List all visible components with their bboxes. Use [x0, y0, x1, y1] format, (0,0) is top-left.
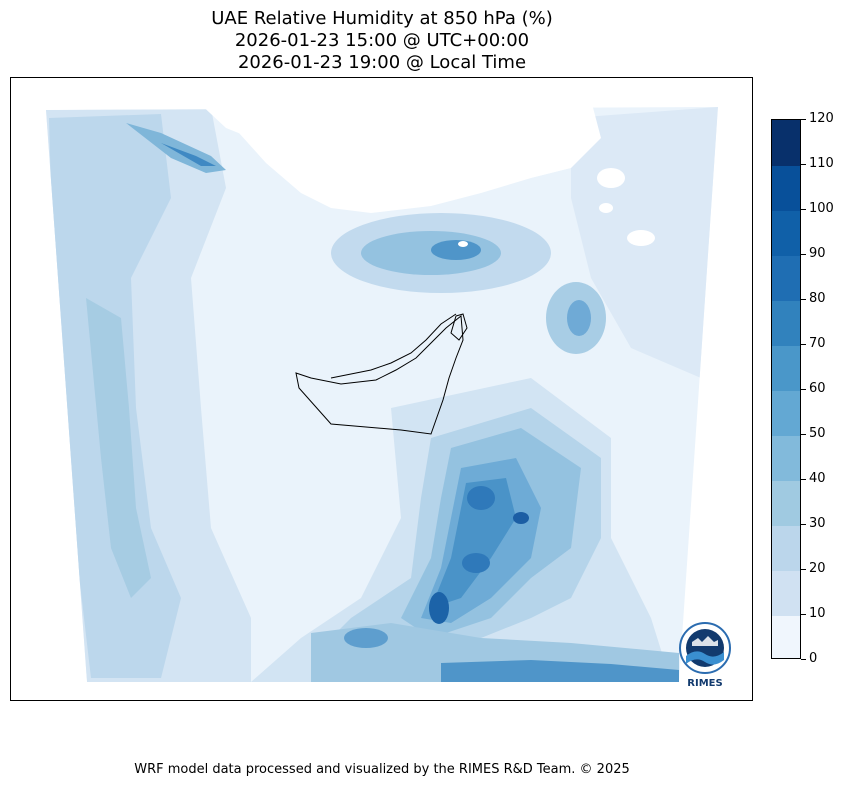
contour-south-edge-70	[441, 660, 679, 682]
colorbar-tick-label: 70	[809, 336, 826, 351]
contour-nw-streak-70	[161, 143, 216, 166]
contour-south-core-80b	[462, 553, 490, 573]
humidity-map	[46, 100, 718, 682]
uae-coastline-detail	[330, 313, 457, 379]
colorbar-tick-mark	[801, 208, 806, 210]
humidity-contours	[46, 107, 718, 682]
contour-west-40	[86, 298, 151, 598]
colorbar-tick-mark	[801, 523, 806, 525]
map-title-line-3: 2026-01-23 19:00 @ Local Time	[237, 52, 527, 73]
colorbar-band	[772, 525, 800, 571]
contour-gulf-70	[431, 240, 481, 260]
colorbar-tick-mark	[801, 478, 806, 480]
colorbar-tick-mark	[801, 343, 806, 345]
colorbar	[771, 119, 801, 659]
uae-border	[295, 315, 464, 435]
masked-islands-4	[458, 241, 468, 247]
colorbar-band	[772, 615, 800, 658]
colorbar-band	[772, 300, 800, 346]
colorbar-band	[772, 210, 800, 256]
contour-gulf-50	[361, 231, 501, 275]
colorbar-tick-mark	[801, 433, 806, 435]
colorbar-tick-label: 100	[809, 201, 834, 216]
contour-east-blob-60	[567, 300, 591, 336]
contour-south-core-90	[429, 592, 449, 624]
map-title-line-2: 2026-01-23 15:00 @ UTC+00:00	[234, 30, 530, 51]
masked-islands-1	[597, 168, 625, 188]
contour-south-core-90b	[513, 512, 529, 524]
colorbar-tick-label: 10	[809, 606, 826, 621]
masked-area-north	[236, 100, 601, 213]
colorbar-tick-label: 0	[809, 651, 818, 666]
colorbar-tick-label: 60	[809, 381, 826, 396]
colorbar-tick-mark	[801, 298, 806, 300]
colorbar-tick-mark	[801, 388, 806, 390]
colorbar-tick-label: 20	[809, 561, 826, 576]
colorbar-tick-label: 120	[809, 111, 834, 126]
colorbar-tick-label: 80	[809, 291, 826, 306]
masked-islands-2	[627, 230, 655, 246]
colorbar-tick-mark	[801, 613, 806, 615]
colorbar-tick-label: 40	[809, 471, 826, 486]
colorbar-tick-mark	[801, 658, 806, 660]
colorbar-band	[772, 345, 800, 391]
colorbar-band	[772, 255, 800, 301]
colorbar-tick-label: 110	[809, 156, 834, 171]
masked-area-northwest	[196, 100, 251, 138]
contour-south-core-80	[467, 486, 495, 510]
map-frame	[10, 77, 753, 701]
colorbar-band	[772, 435, 800, 481]
masked-islands-3	[599, 203, 613, 213]
colorbar-tick-mark	[801, 253, 806, 255]
colorbar-tick-label: 90	[809, 246, 826, 261]
contour-sw-blob-60	[344, 628, 388, 648]
rimes-logo: RIMES	[678, 620, 732, 690]
svg-text:RIMES: RIMES	[687, 678, 722, 689]
colorbar-band	[772, 165, 800, 211]
colorbar-band	[772, 120, 800, 166]
colorbar-tick-label: 30	[809, 516, 826, 531]
colorbar-band	[772, 480, 800, 526]
colorbar-tick-label: 50	[809, 426, 826, 441]
contour-south-60	[431, 478, 516, 608]
musandam-outline	[450, 313, 468, 341]
colorbar-tick-mark	[801, 118, 806, 120]
colorbar-band	[772, 390, 800, 436]
colorbar-tick-mark	[801, 568, 806, 570]
colorbar-tick-mark	[801, 163, 806, 165]
map-title-line-1: UAE Relative Humidity at 850 hPa (%)	[211, 8, 553, 29]
colorbar-band	[772, 570, 800, 616]
footer-credit: WRF model data processed and visualized …	[134, 762, 630, 777]
